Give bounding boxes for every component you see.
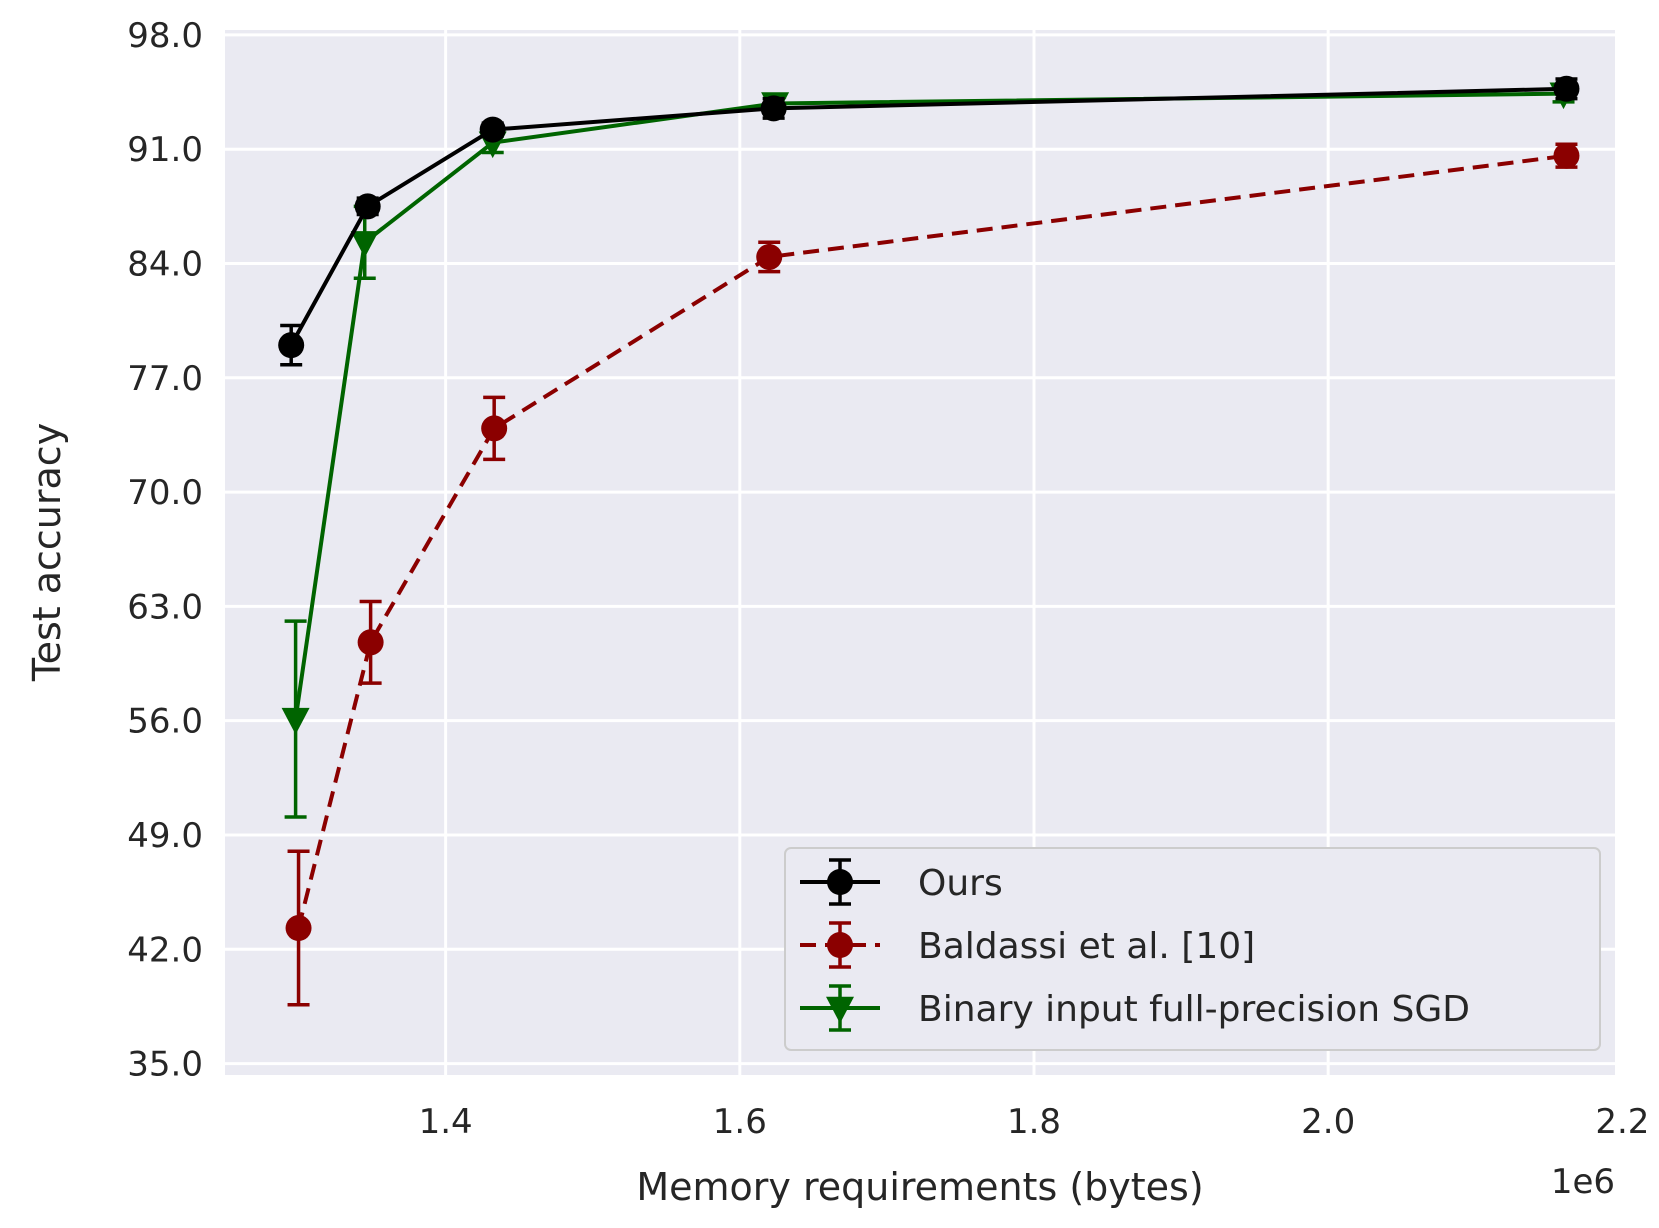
data-point — [281, 707, 310, 735]
y-tick-label: 77.0 — [127, 359, 203, 399]
y-tick-label: 91.0 — [127, 130, 203, 170]
y-tick-label: 42.0 — [127, 930, 203, 970]
data-point — [1553, 75, 1580, 102]
y-tick-label: 56.0 — [127, 702, 203, 742]
y-tick-label: 35.0 — [127, 1045, 203, 1085]
data-point — [285, 915, 312, 942]
y-tick-label: 70.0 — [127, 473, 203, 513]
x-tick-label: 2.2 — [1595, 1102, 1649, 1142]
data-point — [479, 116, 506, 143]
data-point — [357, 629, 384, 656]
legend-marker — [826, 996, 854, 1024]
y-axis-title: Test accuracy — [25, 423, 69, 682]
legend-label: Binary input full-precision SGD — [918, 989, 1470, 1030]
y-tick-label: 49.0 — [127, 816, 203, 856]
legend-marker — [827, 869, 853, 895]
series-layer — [278, 75, 1580, 1007]
legend: Ours Baldassi et al. [10] Binary input ful… — [784, 847, 1601, 1051]
data-point — [278, 332, 305, 359]
data-point — [481, 415, 508, 442]
x-tick-label: 1.6 — [713, 1102, 767, 1142]
series-0 — [278, 75, 1580, 367]
legend-marker — [827, 932, 853, 958]
y-tick-label: 84.0 — [127, 244, 203, 284]
x-tick-label: 2.0 — [1301, 1102, 1355, 1142]
legend-entries: Ours Baldassi et al. [10] Binary input ful… — [800, 858, 1470, 1032]
x-tick-labels: 1.4 1.6 1.8 2.0 2.2 — [419, 1102, 1650, 1142]
legend-box — [784, 847, 1601, 1051]
data-point — [350, 231, 379, 258]
data-point — [354, 193, 381, 220]
y-tick-label: 98.0 — [127, 16, 203, 56]
x-axis-title: Memory requirements (bytes) — [636, 1165, 1203, 1209]
y-tick-labels: 35.0 42.0 49.0 56.0 63.0 70.0 77.0 84.0 91.0 98.0 — [127, 16, 203, 1085]
grid — [225, 30, 1624, 1075]
legend-label: Baldassi et al. [10] — [918, 926, 1255, 967]
x-tick-label: 1.8 — [1007, 1102, 1061, 1142]
legend-label: Ours — [918, 863, 1003, 904]
y-tick-label: 63.0 — [127, 587, 203, 627]
data-point — [1553, 142, 1580, 169]
x-tick-label: 1.4 — [419, 1102, 473, 1142]
data-point — [756, 243, 783, 270]
data-point — [760, 95, 787, 122]
series-1 — [285, 142, 1580, 1007]
series-line — [296, 153, 1567, 929]
x-offset-label: 1e6 — [1551, 1162, 1615, 1202]
